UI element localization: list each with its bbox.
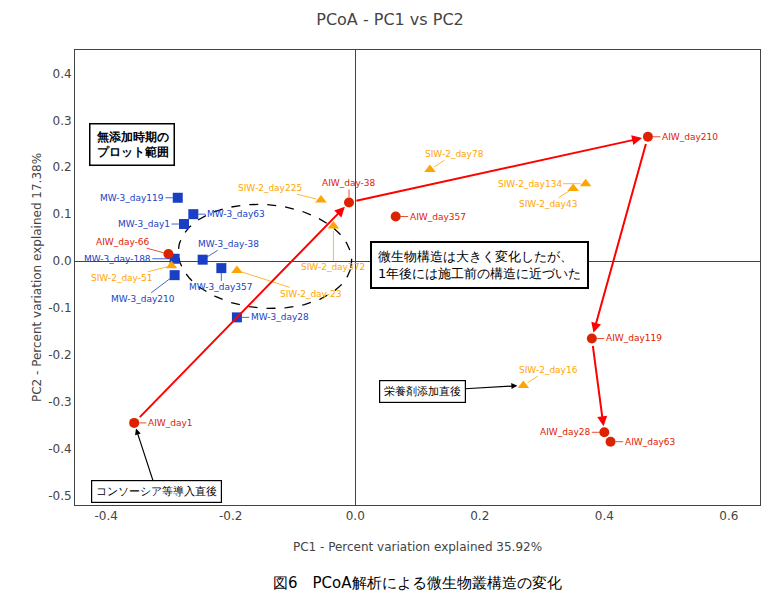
svg-text:-0.3: -0.3	[48, 395, 71, 409]
svg-text:0.2: 0.2	[470, 509, 489, 523]
svg-text:PCoA - PC1 vs PC2: PCoA - PC1 vs PC2	[316, 10, 463, 29]
svg-text:SIW-2_day78: SIW-2_day78	[425, 149, 484, 159]
svg-text:コンソーシア等導入直後: コンソーシア等導入直後	[96, 485, 217, 498]
svg-text:MW-3_day-188: MW-3_day-188	[84, 254, 151, 264]
svg-text:0.2: 0.2	[53, 160, 72, 174]
svg-text:-0.1: -0.1	[48, 301, 71, 315]
svg-text:AIW_day28: AIW_day28	[540, 427, 590, 437]
svg-text:MW-3_day63: MW-3_day63	[207, 209, 265, 219]
svg-text:MW-3_day357: MW-3_day357	[189, 282, 253, 292]
svg-text:AIW_day357: AIW_day357	[410, 212, 466, 222]
svg-text:-0.4: -0.4	[48, 442, 71, 456]
svg-text:AIW_day-38: AIW_day-38	[322, 178, 376, 188]
svg-text:AIW_day1: AIW_day1	[148, 418, 193, 428]
svg-text:MW-3_day1: MW-3_day1	[118, 219, 170, 229]
svg-text:0.1: 0.1	[53, 207, 72, 221]
svg-text:SIW-2_day-23: SIW-2_day-23	[280, 289, 341, 299]
svg-text:SIW-2_day134: SIW-2_day134	[498, 179, 562, 189]
svg-text:図6 PCoA解析による微生物叢構造の変化: 図6 PCoA解析による微生物叢構造の変化	[273, 574, 562, 592]
svg-text:-0.4: -0.4	[94, 509, 117, 523]
svg-text:AIW_day-66: AIW_day-66	[96, 237, 150, 247]
svg-text:AIW_day210: AIW_day210	[662, 132, 718, 142]
svg-text:MW-3_day210: MW-3_day210	[111, 294, 175, 304]
svg-text:SIW-2_day372: SIW-2_day372	[301, 262, 365, 272]
svg-text:0.0: 0.0	[53, 254, 72, 268]
svg-text:0.6: 0.6	[719, 509, 738, 523]
svg-text:0.4: 0.4	[53, 67, 72, 81]
svg-text:MW-3_day28: MW-3_day28	[251, 312, 309, 322]
svg-text:微生物構造は大きく変化したが、1年後には施工前の構造に近づい: 微生物構造は大きく変化したが、1年後には施工前の構造に近づいた	[378, 249, 581, 281]
svg-text:SIW-2_day-51: SIW-2_day-51	[91, 273, 152, 283]
svg-text:栄養剤添加直後: 栄養剤添加直後	[384, 385, 461, 398]
svg-text:-0.2: -0.2	[48, 348, 71, 362]
svg-text:SIW-2_day43: SIW-2_day43	[519, 199, 577, 209]
svg-text:0.4: 0.4	[595, 509, 614, 523]
svg-text:PC1 - Percent variation explai: PC1 - Percent variation explained 35.92%	[293, 540, 542, 554]
svg-text:無添加時期のプロット範囲: 無添加時期のプロット範囲	[96, 130, 169, 160]
svg-text:MW-3_day-38: MW-3_day-38	[198, 239, 259, 249]
svg-text:0.0: 0.0	[346, 509, 365, 523]
svg-text:PC2 - Percent variation explai: PC2 - Percent variation explained 17.38%	[30, 153, 44, 402]
svg-text:-0.5: -0.5	[48, 489, 71, 503]
svg-text:0.3: 0.3	[53, 114, 72, 128]
svg-text:AIW_day63: AIW_day63	[625, 437, 675, 447]
svg-text:-0.2: -0.2	[219, 509, 242, 523]
svg-text:AIW_day119: AIW_day119	[606, 333, 662, 343]
svg-text:SIW-2_day225: SIW-2_day225	[238, 183, 302, 193]
svg-text:MW-3_day119: MW-3_day119	[100, 193, 164, 203]
svg-text:SIW-2_day16: SIW-2_day16	[519, 365, 578, 375]
